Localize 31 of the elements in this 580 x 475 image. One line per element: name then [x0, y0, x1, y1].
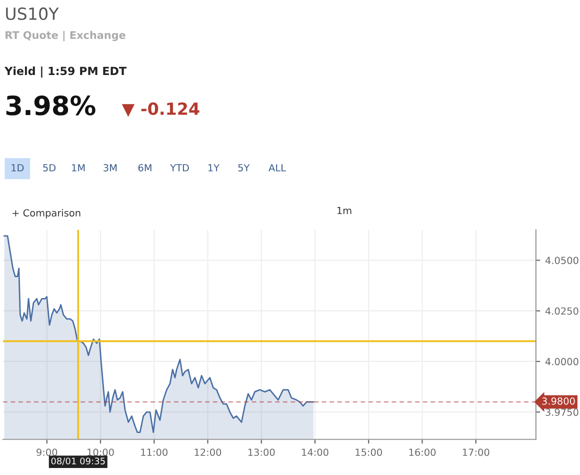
text: ALL — [268, 164, 286, 172]
x-tick-label: 14:00 — [302, 448, 328, 456]
text: Yield | 1:59 PM EDT — [4, 66, 126, 78]
x-tick-label: 11:00 — [141, 448, 168, 456]
text: 5Y — [238, 164, 250, 172]
x-tick-label: 12:00 — [194, 448, 222, 456]
text: 1D — [12, 164, 24, 172]
x-tick-label: 17:00 — [462, 448, 490, 456]
x-tick-label: 15:00 — [356, 448, 382, 456]
text: + Comparison — [12, 209, 80, 218]
chart-subtitle: RT Quote | Exchange — [6, 30, 126, 42]
text: ▼ -0.124 — [122, 102, 200, 117]
text: YTD — [170, 164, 189, 172]
y-tick-label: 3.9750 — [546, 408, 578, 416]
ref-line-label: 3.9800 — [542, 397, 575, 405]
y-tick-label: 4.0250 — [545, 307, 578, 315]
text: 08/01 09:35 — [51, 458, 105, 466]
x-tick-label: 13:00 — [248, 448, 275, 456]
x-tick-label: 10:00 — [88, 448, 114, 456]
text: 1Y — [208, 164, 220, 172]
y-tick-label: 4.0000 — [545, 358, 578, 366]
y-tick-label: 4.0500 — [545, 256, 578, 264]
chart-title: US10Y — [6, 7, 59, 20]
x-tick-label: 9:00 — [36, 448, 58, 456]
text: 1m — [337, 206, 352, 214]
text: 1M — [72, 164, 85, 172]
text: 3M — [104, 164, 117, 172]
x-tick-label: 16:00 — [409, 448, 436, 456]
text: 6M — [138, 164, 152, 172]
text: 3.98% — [6, 95, 96, 116]
text: 5D — [43, 164, 56, 172]
